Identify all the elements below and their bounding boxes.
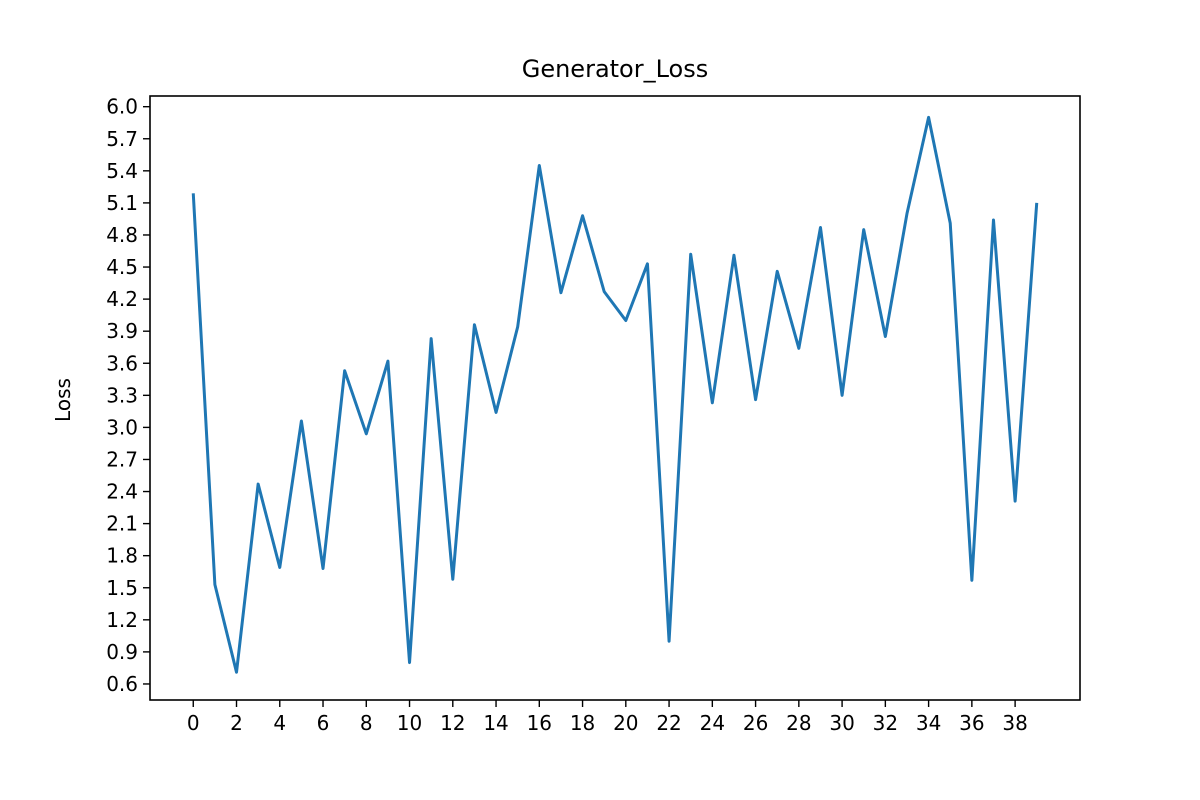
x-tick-label: 4 [273,711,286,735]
y-tick-label: 4.5 [106,255,138,279]
series-layer [191,115,1039,674]
x-tick-label: 16 [527,711,552,735]
x-axis-ticks: 0 2 4 6 8 10 12 14 16 18 20 22 24 26 28 30 32 34 36 38 [187,700,1028,735]
y-tick-label: 3.9 [106,319,138,343]
y-tick-label: 5.7 [106,127,138,151]
x-tick-label: 24 [700,711,725,735]
y-tick-label: 3.3 [106,383,138,407]
y-tick-label: 4.2 [106,287,138,311]
y-tick-label: 0.9 [106,640,138,664]
y-axis-label: Loss [51,378,75,422]
y-tick-label: 2.1 [106,512,138,536]
series-line [191,115,1039,674]
y-tick-label: 5.1 [106,191,138,215]
x-tick-label: 2 [230,711,243,735]
x-tick-label: 18 [570,711,595,735]
y-tick-label: 2.4 [106,480,138,504]
x-tick-label: 8 [360,711,373,735]
x-tick-label: 36 [959,711,984,735]
x-tick-label: 14 [483,711,508,735]
chart-title: Generator_Loss [522,55,709,83]
y-tick-label: 1.2 [106,608,138,632]
x-tick-label: 26 [743,711,768,735]
y-tick-label: 5.4 [106,159,138,183]
y-tick-label: 3.0 [106,415,138,439]
y-tick-label: 2.7 [106,447,138,471]
y-tick-label: 3.6 [106,351,138,375]
x-tick-label: 38 [1002,711,1027,735]
x-tick-label: 10 [397,711,422,735]
y-axis-ticks: 0.6 0.9 1.2 1.5 1.8 2.1 2.4 2.7 3.0 3.3 3.6 3.9 4.2 4… [106,95,150,696]
x-tick-label: 12 [440,711,465,735]
x-tick-label: 6 [317,711,330,735]
x-tick-label: 0 [187,711,200,735]
x-tick-label: 20 [613,711,638,735]
x-tick-label: 34 [916,711,941,735]
y-tick-label: 0.6 [106,672,138,696]
x-tick-label: 22 [656,711,681,735]
x-tick-label: 28 [786,711,811,735]
x-tick-label: 30 [829,711,854,735]
y-tick-label: 4.8 [106,223,138,247]
x-tick-label: 32 [873,711,898,735]
plot-frame [149,95,1081,701]
y-tick-label: 6.0 [106,95,138,119]
y-tick-label: 1.8 [106,544,138,568]
y-tick-label: 1.5 [106,576,138,600]
